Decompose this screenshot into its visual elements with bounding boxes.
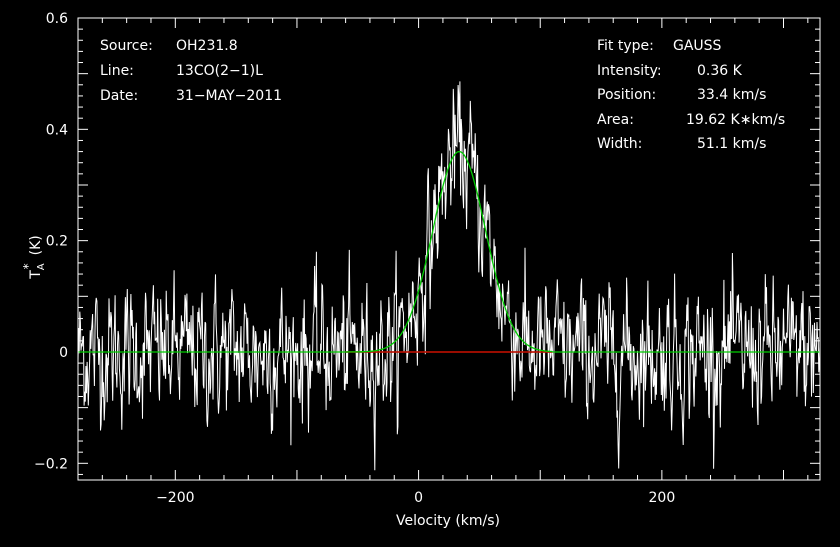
x-axis-label: Velocity (km/s) xyxy=(396,513,500,529)
y-tick-label: 0.2 xyxy=(46,234,68,250)
spectrum-line xyxy=(77,81,821,471)
width-value: 51.1 km/s xyxy=(697,136,766,152)
position-value: 33.4 km/s xyxy=(697,87,766,103)
gaussian-fit-curve xyxy=(345,150,553,353)
x-tick-label: 200 xyxy=(649,490,676,506)
y-axis-label-main: T xyxy=(28,270,44,280)
y-axis-label-unit: (K) xyxy=(28,235,44,255)
y-axis-label-sup: * xyxy=(21,263,35,269)
y-axis-label-sub: A xyxy=(36,263,47,270)
width-label: Width: xyxy=(597,136,642,152)
x-tick-label: −200 xyxy=(156,490,194,506)
fit-type-label: Fit type: xyxy=(597,38,654,54)
intensity-label: Intensity: xyxy=(597,63,662,79)
area-label: Area: xyxy=(597,112,634,128)
position-label: Position: xyxy=(597,87,656,103)
y-tick-label: 0.4 xyxy=(46,122,68,138)
chart-marks xyxy=(77,81,821,471)
svg-text:TA*(K): TA* (K) xyxy=(21,235,47,280)
date-value: 31−MAY−2011 xyxy=(176,88,282,104)
annotations-left: Source: OH231.8 Line: 13CO(2−1)L Date: 3… xyxy=(100,38,282,104)
line-label: Line: xyxy=(100,63,134,79)
intensity-value: 0.36 K xyxy=(697,63,743,79)
source-label: Source: xyxy=(100,38,153,54)
x-tick-label: 0 xyxy=(414,490,423,506)
tick-labels: −200 0 200 −0.2 0 0.2 0.4 0.6 xyxy=(34,11,675,506)
y-axis-label: TA* (K) xyxy=(21,235,47,280)
y-tick-label: 0 xyxy=(59,345,68,361)
area-value: 19.62 K∗km/s xyxy=(686,112,785,128)
fit-type-value: GAUSS xyxy=(673,38,722,54)
y-tick-label: −0.2 xyxy=(34,456,68,472)
line-value: 13CO(2−1)L xyxy=(176,63,263,79)
source-value: OH231.8 xyxy=(176,38,238,54)
y-tick-label: 0.6 xyxy=(46,11,68,27)
annotations-right: Fit type: GAUSS Intensity: 0.36 K Positi… xyxy=(597,38,785,152)
plot-frame xyxy=(77,17,821,481)
date-label: Date: xyxy=(100,88,138,104)
